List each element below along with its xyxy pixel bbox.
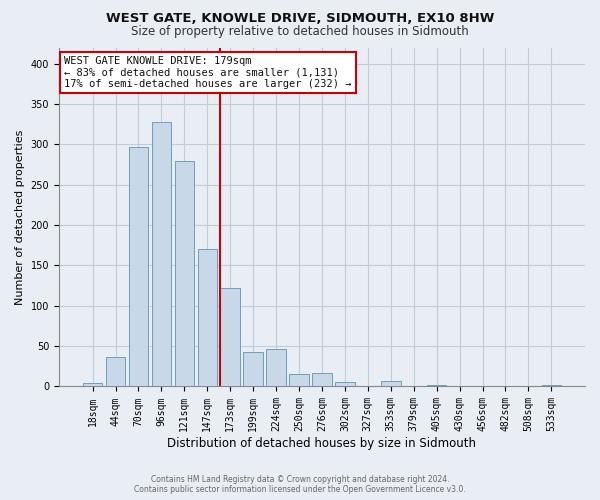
Text: Size of property relative to detached houses in Sidmouth: Size of property relative to detached ho… <box>131 25 469 38</box>
Bar <box>427 385 446 386</box>
Bar <box>542 385 561 386</box>
Bar <box>197 250 217 386</box>
Bar <box>335 382 355 386</box>
Bar <box>106 356 125 386</box>
Bar <box>312 373 332 386</box>
Bar <box>289 374 309 386</box>
Bar <box>220 288 240 386</box>
Bar <box>266 350 286 387</box>
Bar <box>244 352 263 386</box>
Bar <box>128 147 148 386</box>
Text: WEST GATE KNOWLE DRIVE: 179sqm
← 83% of detached houses are smaller (1,131)
17% : WEST GATE KNOWLE DRIVE: 179sqm ← 83% of … <box>64 56 352 89</box>
Y-axis label: Number of detached properties: Number of detached properties <box>15 130 25 304</box>
Text: Contains HM Land Registry data © Crown copyright and database right 2024.
Contai: Contains HM Land Registry data © Crown c… <box>134 474 466 494</box>
Bar <box>175 162 194 386</box>
X-axis label: Distribution of detached houses by size in Sidmouth: Distribution of detached houses by size … <box>167 437 476 450</box>
Bar <box>381 381 401 386</box>
Text: WEST GATE, KNOWLE DRIVE, SIDMOUTH, EX10 8HW: WEST GATE, KNOWLE DRIVE, SIDMOUTH, EX10 … <box>106 12 494 26</box>
Bar <box>83 383 103 386</box>
Bar <box>152 122 171 386</box>
